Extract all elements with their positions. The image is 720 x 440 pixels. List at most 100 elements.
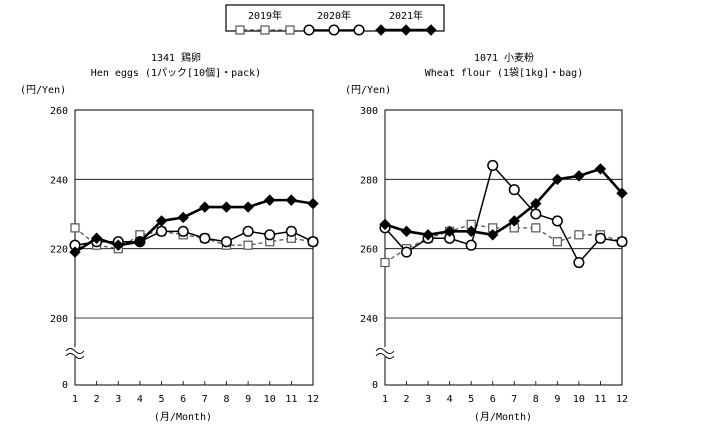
data-point (552, 237, 562, 247)
data-point (155, 225, 168, 237)
x-tick-label: 3 (115, 394, 121, 405)
x-tick-label: 4 (137, 394, 143, 405)
series-2 (69, 194, 319, 258)
data-point (465, 239, 477, 251)
data-point (531, 223, 541, 233)
y-tick-label-zero: 0 (372, 380, 378, 391)
data-point (508, 184, 520, 196)
data-point (616, 236, 628, 248)
data-point (307, 197, 319, 210)
y-tick-label: 240 (50, 175, 68, 186)
legend: 2019年 2020年 2021年 (225, 4, 445, 36)
data-point (530, 208, 542, 220)
x-tick-label: 10 (573, 394, 585, 405)
x-tick-label: 5 (159, 394, 165, 405)
data-point (422, 229, 434, 241)
x-tick-label: 6 (180, 394, 186, 405)
legend-marker (260, 25, 270, 35)
axis-break-wave (65, 348, 85, 354)
y-tick-label: 240 (360, 314, 378, 325)
plot-area (384, 109, 623, 386)
legend-marker (285, 25, 295, 35)
legend-marker (235, 25, 245, 35)
x-tick-label: 6 (490, 394, 496, 405)
x-tick-label: 9 (245, 394, 251, 405)
data-point (177, 225, 189, 237)
data-point (465, 225, 477, 238)
data-point (242, 201, 254, 213)
axis-break-wave (65, 353, 85, 359)
axis-break-mask (376, 347, 394, 357)
series-2 (379, 163, 628, 241)
x-tick-label: 12 (307, 394, 319, 405)
x-tick-label: 10 (264, 394, 276, 405)
data-point (264, 194, 276, 206)
x-axis-label: (月/Month) (154, 411, 212, 423)
data-point (508, 215, 520, 227)
x-tick-label: 1 (382, 394, 388, 405)
axis-break-wave (375, 348, 395, 354)
axis-break-mask (66, 347, 84, 357)
x-tick-label: 2 (94, 394, 100, 405)
data-point (530, 197, 542, 210)
data-point (594, 163, 607, 175)
x-tick-label: 8 (223, 394, 229, 405)
data-point (400, 246, 413, 258)
x-axis-label: (月/Month) (474, 411, 532, 423)
legend-marker (328, 24, 340, 36)
data-point (400, 225, 413, 238)
y-tick-label: 260 (360, 245, 378, 256)
chart-panel-eggs: 1341 鶏卵 Hen eggs (1パック[10個]・pack) (円/Yen… (20, 51, 319, 423)
axis-break-wave (375, 353, 395, 359)
data-point (594, 232, 607, 244)
data-point (199, 201, 211, 213)
data-point (380, 257, 390, 268)
data-point (177, 211, 189, 224)
data-point (155, 215, 168, 227)
data-point (443, 225, 456, 238)
legend-marker (400, 24, 412, 36)
legend-marker (353, 24, 365, 36)
data-point (199, 232, 211, 244)
x-tick-label: 3 (425, 394, 431, 405)
data-point (69, 246, 81, 258)
legend-label: 2019年 (248, 9, 282, 22)
y-tick-label: 300 (360, 106, 378, 117)
data-point (551, 173, 564, 186)
data-point (264, 229, 276, 241)
y-tick-label: 280 (360, 175, 378, 186)
y-axis-label: (円/Yen) (20, 85, 66, 96)
y-tick-label: 200 (50, 314, 68, 325)
x-tick-label: 9 (554, 394, 560, 405)
data-point (616, 187, 628, 199)
legend-marker (303, 24, 315, 36)
data-point (285, 194, 298, 206)
chart-panel-flour: 1071 小麦粉 Wheat flour (1袋[1kg]・bag) (円/Ye… (345, 51, 628, 423)
plot-area (74, 109, 314, 386)
data-point (220, 201, 233, 213)
data-point (70, 223, 80, 233)
chart-title: 1341 鶏卵 (151, 51, 201, 64)
data-point (307, 236, 319, 248)
data-point (242, 225, 254, 237)
data-point (573, 170, 585, 182)
data-point (134, 236, 146, 248)
data-point (574, 230, 584, 240)
legend-label: 2020年 (317, 9, 351, 22)
x-tick-label: 2 (404, 394, 410, 405)
data-point (90, 232, 103, 244)
data-point (379, 218, 391, 231)
chart-subtitle: Wheat flour (1袋[1kg]・bag) (425, 66, 583, 79)
x-tick-label: 7 (511, 394, 517, 405)
legend-label: 2021年 (389, 9, 423, 22)
chart-subtitle: Hen eggs (1パック[10個]・pack) (91, 66, 261, 79)
chart-title: 1071 小麦粉 (474, 51, 534, 64)
x-tick-label: 11 (594, 394, 606, 405)
data-point (551, 215, 563, 227)
data-point (573, 256, 585, 269)
legend-marker (425, 24, 437, 36)
data-point (243, 240, 253, 250)
x-tick-label: 12 (616, 394, 628, 405)
data-point (487, 229, 499, 241)
